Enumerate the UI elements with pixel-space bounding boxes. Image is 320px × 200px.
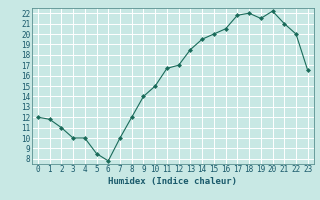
X-axis label: Humidex (Indice chaleur): Humidex (Indice chaleur)	[108, 177, 237, 186]
